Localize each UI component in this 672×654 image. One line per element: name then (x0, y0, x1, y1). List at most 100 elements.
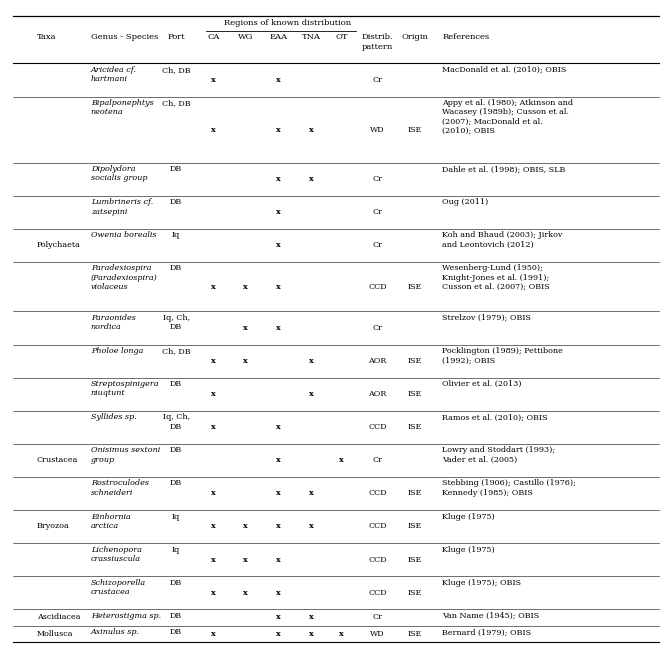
Text: Ch, DB: Ch, DB (162, 99, 190, 107)
Text: Cr: Cr (373, 208, 382, 216)
Text: Taxa: Taxa (37, 33, 56, 41)
Text: Ch, DB: Ch, DB (162, 66, 190, 74)
Text: ISE: ISE (407, 555, 422, 564)
Text: x: x (211, 126, 216, 133)
Text: x: x (243, 283, 248, 290)
Text: Cr: Cr (373, 241, 382, 249)
Text: ISE: ISE (407, 423, 422, 431)
Text: Aricidea cf.
hartmani: Aricidea cf. hartmani (91, 66, 136, 83)
Text: Lichenopora
crassiuscula: Lichenopora crassiuscula (91, 545, 142, 563)
Text: Port: Port (167, 33, 185, 41)
Text: Kluge (1975): Kluge (1975) (442, 545, 495, 554)
Text: x: x (211, 555, 216, 564)
Text: Genus - Species: Genus - Species (91, 33, 158, 41)
Text: Bernard (1979); OBIS: Bernard (1979); OBIS (442, 628, 532, 636)
Text: Onisimus sextoni
group: Onisimus sextoni group (91, 447, 160, 464)
Text: x: x (211, 76, 216, 84)
Text: Einhornia
arctica: Einhornia arctica (91, 513, 130, 530)
Text: WD: WD (370, 126, 385, 133)
Text: x: x (211, 357, 216, 365)
Text: AOR: AOR (368, 357, 387, 365)
Text: Iq: Iq (172, 232, 180, 239)
Text: EAA: EAA (269, 33, 287, 41)
Text: x: x (211, 423, 216, 431)
Text: DB: DB (170, 628, 182, 636)
Text: ISE: ISE (407, 283, 422, 290)
Text: Iq: Iq (172, 545, 180, 554)
Text: Koh and Bhaud (2003); Jirkov
and Leontovich (2012): Koh and Bhaud (2003); Jirkov and Leontov… (442, 232, 562, 249)
Text: Polychaeta: Polychaeta (37, 241, 81, 249)
Text: DB: DB (170, 611, 182, 620)
Text: Crustacea: Crustacea (37, 456, 79, 464)
Text: OT: OT (335, 33, 347, 41)
Text: Pholoe longa: Pholoe longa (91, 347, 143, 355)
Text: Mollusca: Mollusca (37, 630, 73, 638)
Text: Pocklington (1989); Pettibone
(1992); OBIS: Pocklington (1989); Pettibone (1992); OB… (442, 347, 563, 364)
Text: x: x (276, 208, 281, 216)
Text: x: x (211, 630, 216, 638)
Text: x: x (211, 390, 216, 398)
Text: x: x (211, 489, 216, 498)
Text: x: x (243, 589, 248, 596)
Text: x: x (276, 456, 281, 464)
Text: Cr: Cr (373, 175, 382, 183)
Text: x: x (276, 283, 281, 290)
Text: DB: DB (170, 579, 182, 587)
Text: Ch, DB: Ch, DB (162, 347, 190, 355)
Text: x: x (276, 241, 281, 249)
Text: Schizoporella
crustacea: Schizoporella crustacea (91, 579, 146, 596)
Text: x: x (339, 630, 344, 638)
Text: Syllides sp.: Syllides sp. (91, 413, 136, 421)
Text: ISE: ISE (407, 630, 422, 638)
Text: Olivier et al. (2013): Olivier et al. (2013) (442, 380, 521, 388)
Text: x: x (308, 357, 314, 365)
Text: x: x (276, 630, 281, 638)
Text: DB: DB (170, 264, 182, 273)
Text: Iq, Ch,
DB: Iq, Ch, DB (163, 314, 190, 332)
Text: Oug (2011): Oug (2011) (442, 198, 489, 207)
Text: x: x (308, 523, 314, 530)
Text: WD: WD (370, 630, 385, 638)
Text: Lumbrineris cf.
zatsepini: Lumbrineris cf. zatsepini (91, 198, 153, 216)
Text: Cr: Cr (373, 613, 382, 621)
Text: CCD: CCD (368, 423, 387, 431)
Text: Cr: Cr (373, 324, 382, 332)
Text: References: References (442, 33, 489, 41)
Text: Heterostigma sp.: Heterostigma sp. (91, 611, 161, 620)
Text: x: x (243, 555, 248, 564)
Text: Iq: Iq (172, 513, 180, 521)
Text: Kluge (1975): Kluge (1975) (442, 513, 495, 521)
Text: Regions of known distribution: Regions of known distribution (224, 19, 351, 27)
Text: CCD: CCD (368, 523, 387, 530)
Text: x: x (243, 357, 248, 365)
Text: ISE: ISE (407, 523, 422, 530)
Text: Cr: Cr (373, 76, 382, 84)
Text: Paradexiospira
(Paradexiospira)
violaceus: Paradexiospira (Paradexiospira) violaceu… (91, 264, 157, 291)
Text: x: x (308, 630, 314, 638)
Text: Iq, Ch,
DB: Iq, Ch, DB (163, 413, 190, 430)
Text: Bipalponephtys
neotena: Bipalponephtys neotena (91, 99, 153, 116)
Text: DB: DB (170, 447, 182, 455)
Text: x: x (276, 589, 281, 596)
Text: x: x (276, 523, 281, 530)
Text: x: x (276, 555, 281, 564)
Text: CCD: CCD (368, 283, 387, 290)
Text: Rostroculodes
schneideri: Rostroculodes schneideri (91, 479, 149, 496)
Text: Stebbing (1906); Castillo (1976);
Kennedy (1985); OBIS: Stebbing (1906); Castillo (1976); Kenned… (442, 479, 576, 496)
Text: DB: DB (170, 479, 182, 487)
Text: x: x (308, 613, 314, 621)
Text: ISE: ISE (407, 357, 422, 365)
Text: Wesenberg-Lund (1950);
Knight-Jones et al. (1991);
Cusson et al. (2007); OBIS: Wesenberg-Lund (1950); Knight-Jones et a… (442, 264, 550, 291)
Text: WG: WG (238, 33, 253, 41)
Text: MacDonald et al. (2010); OBIS: MacDonald et al. (2010); OBIS (442, 66, 566, 74)
Text: CCD: CCD (368, 489, 387, 498)
Text: TNA: TNA (302, 33, 321, 41)
Text: x: x (308, 489, 314, 498)
Text: x: x (276, 489, 281, 498)
Text: x: x (339, 456, 344, 464)
Text: Strelzov (1979); OBIS: Strelzov (1979); OBIS (442, 314, 531, 322)
Text: x: x (211, 283, 216, 290)
Text: Axinulus sp.: Axinulus sp. (91, 628, 140, 636)
Text: x: x (276, 613, 281, 621)
Text: Streptospinigera
niuqtunt: Streptospinigera niuqtunt (91, 380, 159, 398)
